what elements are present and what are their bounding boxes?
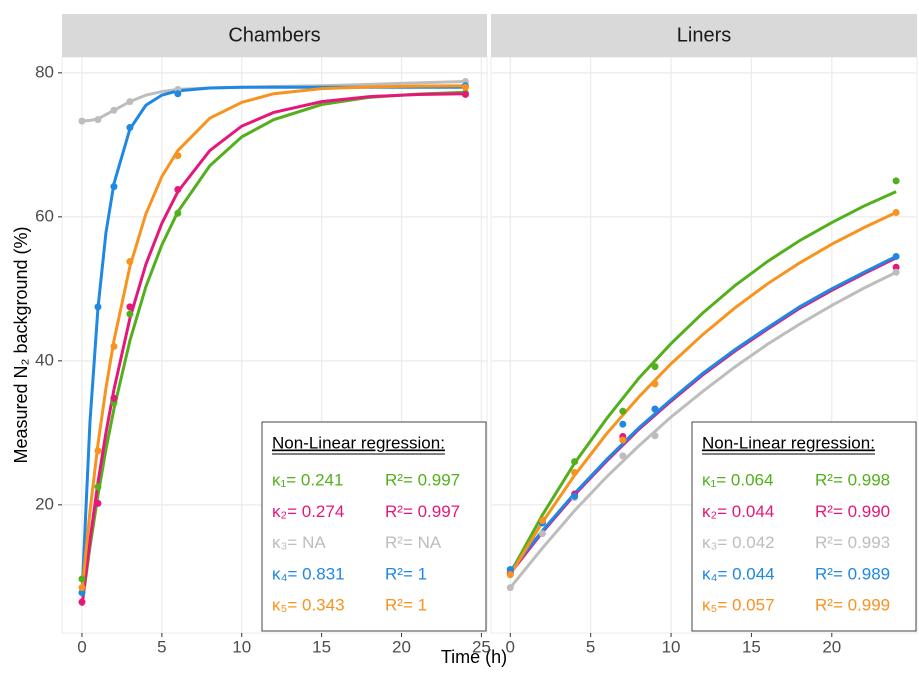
data-point [538,517,546,525]
data-point [619,436,627,444]
data-point [892,209,900,217]
legend-box [691,421,917,632]
legend-r2: R²= 0.998 [815,470,890,489]
data-point [619,452,627,460]
legend-entry: κ₅= 0.343 [272,596,345,615]
fit-line [80,90,466,606]
y-tick-label: 80 [35,62,54,81]
data-point [126,257,134,265]
data-point [571,458,579,466]
data-point [94,499,102,507]
x-tick-label: 15 [742,637,761,656]
strip-title: Chambers [228,24,320,46]
data-point [78,575,86,583]
x-tick-label: 5 [157,637,166,656]
x-tick-label: 15 [312,637,331,656]
strip [491,14,917,57]
legend-r2: R²= 0.990 [815,502,890,521]
fit-line [81,79,466,123]
data-point [126,98,134,106]
data-point [110,394,118,402]
data-point [110,342,118,350]
y-axis-label: Measured N₂ background (%) [11,226,31,463]
legend-r2: R²= 0.989 [815,564,890,583]
y-tick-label: 20 [35,494,54,513]
data-point [78,584,86,592]
legend-r2: R²= 1 [385,564,427,583]
y-tick-label: 60 [35,206,54,225]
data-point [506,584,514,592]
data-point [892,177,900,185]
data-point [78,117,86,125]
data-point [174,90,182,98]
legend-r2: R²= 1 [385,596,427,615]
data-point [94,116,102,124]
data-point [651,432,659,440]
data-point [94,303,102,311]
x-tick-label: 10 [232,637,251,656]
x-tick-label: 10 [662,637,681,656]
data-point [461,90,469,98]
data-point [94,447,102,455]
legend-entry: κ₁= 0.241 [272,470,343,489]
data-point [174,209,182,217]
legend-r2: R²= 0.993 [815,533,890,552]
legend-entry: κ₄= 0.044 [702,564,775,583]
y-tick-label: 40 [35,350,54,369]
legend-entry: κ₅= 0.057 [702,596,775,615]
data-point [506,571,514,579]
legend-title: Non-Linear regression: [272,433,445,452]
strip [62,14,487,57]
legend-r2: R²= 0.997 [385,470,460,489]
data-point [110,183,118,191]
data-point [94,483,102,491]
legend-entry: κ₂= 0.044 [702,502,774,521]
data-point [571,468,579,476]
legend-r2: R²= NA [385,533,442,552]
data-point [619,407,627,415]
strip-title: Liners [677,24,731,46]
data-point [110,106,118,114]
x-tick-label: 25 [472,637,491,656]
data-point [892,268,900,276]
x-tick-label: 20 [822,637,841,656]
legend-title: Non-Linear regression: [702,433,875,452]
data-point [174,185,182,193]
x-tick-label: 20 [392,637,411,656]
legend-box [261,421,487,632]
legend-entry: κ₃= NA [272,533,326,552]
legend-entry: κ₁= 0.064 [702,470,773,489]
legend-entry: κ₄= 0.831 [272,564,345,583]
fit-line [80,84,466,592]
legend-r2: R²= 0.999 [815,596,890,615]
data-point [571,492,579,500]
data-point [651,363,659,371]
data-point [506,566,514,574]
data-point [892,263,900,271]
data-point [126,310,134,318]
data-point [651,380,659,388]
fit-line [80,92,466,606]
data-point [619,420,627,428]
x-tick-label: 5 [586,637,595,656]
fit-line [509,270,897,589]
legend-entry: κ₂= 0.274 [272,502,344,521]
data-point [78,589,86,597]
data-point [126,124,134,132]
data-point [461,83,469,91]
legend-r2: R²= 0.997 [385,502,460,521]
data-point [538,530,546,538]
data-point [174,152,182,160]
data-point [892,252,900,260]
x-tick-label: 0 [77,637,86,656]
data-point [126,303,134,311]
data-point [78,598,86,606]
x-tick-label: 0 [506,637,515,656]
x-axis-label: Time (h) [441,647,507,667]
legend-entry: κ₃= 0.042 [702,533,775,552]
data-point [651,405,659,413]
